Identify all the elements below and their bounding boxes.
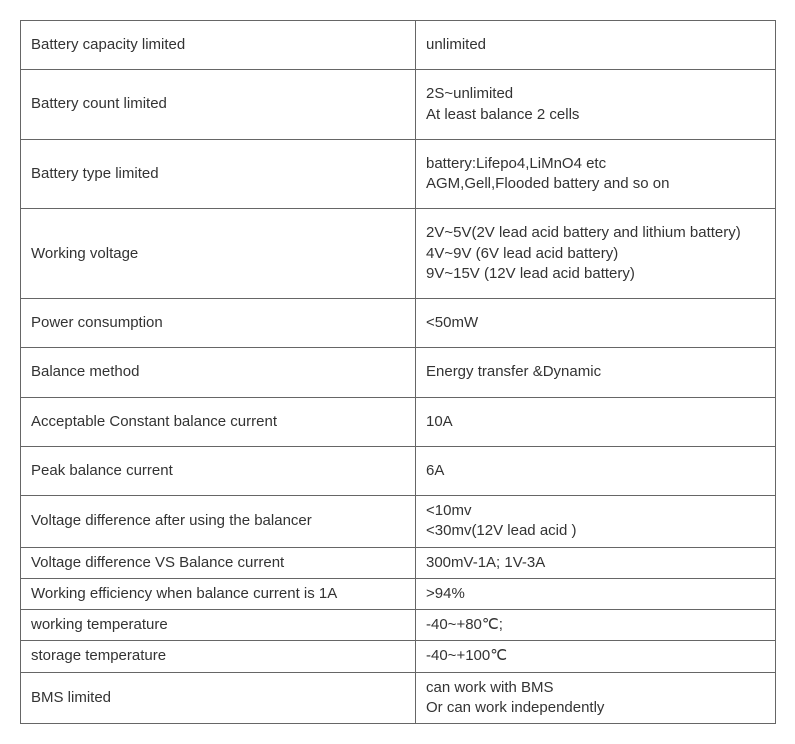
table-row: Voltage difference VS Balance current300… [21,547,776,578]
table-row: Battery capacity limitedunlimited [21,21,776,70]
table-row: Working voltage2V~5V(2V lead acid batter… [21,209,776,299]
spec-label: Voltage difference after using the balan… [21,496,416,548]
spec-value: 6A [416,446,776,495]
spec-value: 10A [416,397,776,446]
spec-label: Battery type limited [21,139,416,209]
spec-label: storage temperature [21,641,416,672]
spec-value: can work with BMS Or can work independen… [416,672,776,724]
spec-label: Battery capacity limited [21,21,416,70]
table-row: Battery count limited2S~unlimited At lea… [21,70,776,140]
spec-table: Battery capacity limitedunlimitedBattery… [20,20,776,724]
spec-label: Power consumption [21,299,416,348]
table-row: storage temperature-40~+100℃ [21,641,776,672]
table-row: Voltage difference after using the balan… [21,496,776,548]
table-row: Peak balance current6A [21,446,776,495]
spec-label: Peak balance current [21,446,416,495]
spec-value: >94% [416,578,776,609]
spec-value: 2S~unlimited At least balance 2 cells [416,70,776,140]
spec-value: 300mV-1A; 1V-3A [416,547,776,578]
table-row: Acceptable Constant balance current10A [21,397,776,446]
table-row: Power consumption<50mW [21,299,776,348]
table-row: BMS limitedcan work with BMS Or can work… [21,672,776,724]
spec-value: unlimited [416,21,776,70]
spec-label: working temperature [21,610,416,641]
spec-value: Energy transfer &Dynamic [416,348,776,397]
spec-value: -40~+100℃ [416,641,776,672]
spec-label: Working efficiency when balance current … [21,578,416,609]
spec-value: battery:Lifepo4,LiMnO4 etc AGM,Gell,Floo… [416,139,776,209]
spec-label: BMS limited [21,672,416,724]
table-row: Battery type limitedbattery:Lifepo4,LiMn… [21,139,776,209]
spec-label: Working voltage [21,209,416,299]
spec-value: -40~+80℃; [416,610,776,641]
spec-label: Balance method [21,348,416,397]
spec-value: 2V~5V(2V lead acid battery and lithium b… [416,209,776,299]
spec-label: Acceptable Constant balance current [21,397,416,446]
spec-value: <10mv <30mv(12V lead acid ) [416,496,776,548]
spec-value: <50mW [416,299,776,348]
table-row: Balance methodEnergy transfer &Dynamic [21,348,776,397]
table-row: working temperature-40~+80℃; [21,610,776,641]
spec-label: Voltage difference VS Balance current [21,547,416,578]
table-row: Working efficiency when balance current … [21,578,776,609]
spec-label: Battery count limited [21,70,416,140]
